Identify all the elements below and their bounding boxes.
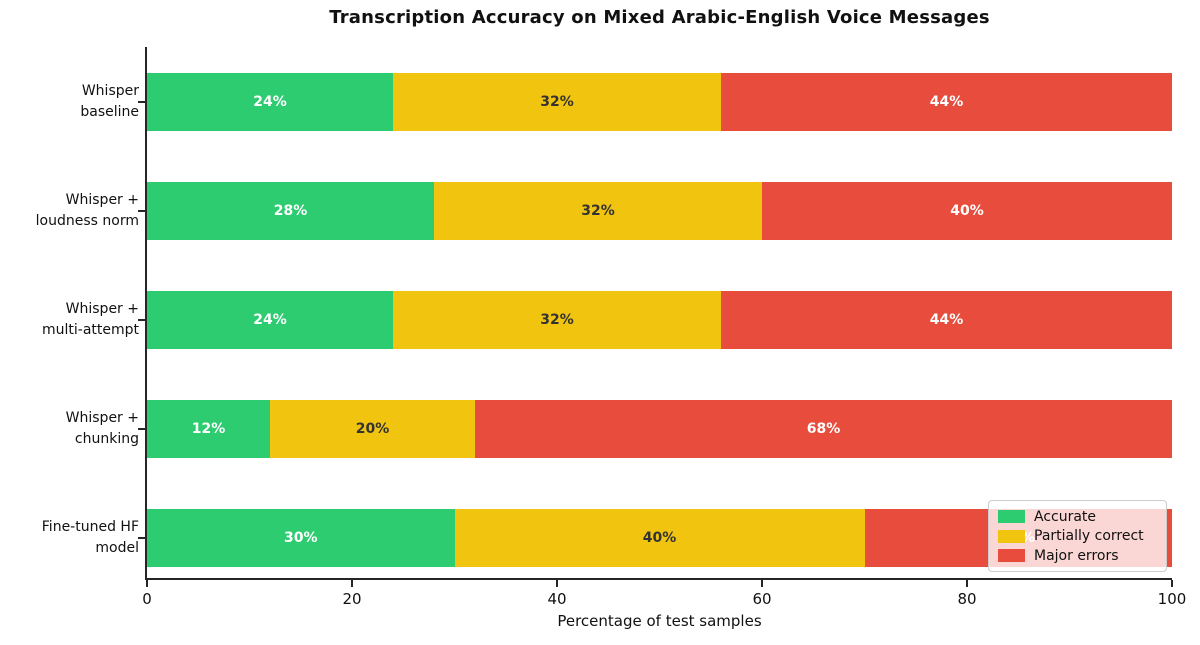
bar-row: 24% 32% 44%	[147, 73, 1172, 131]
plot-area: 24% 32% 44% 28% 32% 40% 24% 32% 44% 12% 20% 68% 30% 4…	[138, 47, 1186, 608]
bar-segment-partially-correct: 20%	[270, 400, 475, 458]
y-axis-category-label: Whisper + chunking	[65, 410, 139, 447]
x-tick-mark	[351, 580, 353, 587]
legend-label: Partially correct	[1034, 528, 1144, 544]
bar-row: 12% 20% 68%	[147, 400, 1172, 458]
x-axis-line	[145, 578, 1172, 580]
y-tick-mark	[138, 319, 145, 321]
x-tick-label: 40	[547, 590, 567, 608]
bar-segment-accurate: 24%	[147, 73, 393, 131]
legend: Accurate Partially correct Major errors	[988, 500, 1167, 572]
bar-value-label: 12%	[191, 421, 226, 437]
y-axis-line	[145, 47, 147, 580]
x-tick-mark	[761, 580, 763, 587]
bar-value-label: 30%	[283, 530, 318, 546]
bar-segment-major-errors: 68%	[475, 400, 1172, 458]
y-axis-category-label: Whisper baseline	[80, 83, 139, 120]
bar-value-label: 44%	[929, 312, 964, 328]
legend-swatch-partially-correct	[998, 529, 1025, 543]
y-tick-mark	[138, 428, 145, 430]
bar-value-label: 24%	[253, 94, 287, 110]
x-tick-label: 80	[957, 590, 977, 608]
bar-value-label: 68%	[806, 421, 841, 437]
bar-value-label: 28%	[273, 203, 308, 219]
bar-segment-partially-correct: 32%	[393, 73, 721, 131]
bar-segment-accurate: 28%	[147, 182, 434, 240]
y-axis-category-label: Whisper + multi-attempt	[41, 301, 139, 338]
legend-item: Partially correct	[998, 528, 1157, 544]
bar-segment-accurate: 12%	[147, 400, 270, 458]
x-tick-label: 100	[1157, 590, 1187, 608]
y-tick-mark	[138, 210, 145, 212]
x-tick-label: 60	[752, 590, 772, 608]
y-axis-category-label: Whisper + loudness norm	[35, 192, 139, 229]
bar-value-label: 32%	[581, 203, 615, 219]
bar-segment-major-errors: 44%	[721, 291, 1172, 349]
bar-value-label: 32%	[540, 312, 574, 328]
bar-segment-accurate: 30%	[147, 509, 455, 567]
legend-swatch-major-errors	[998, 549, 1025, 562]
bar-row: 24% 32% 44%	[147, 291, 1172, 349]
legend-swatch-accurate	[998, 510, 1025, 523]
bar-segment-major-errors: 44%	[721, 73, 1172, 131]
legend-item: Major errors	[998, 548, 1157, 564]
y-axis-category-label: Fine-tuned HF model	[41, 519, 139, 556]
legend-label: Accurate	[1034, 508, 1097, 525]
x-tick-label: 0	[142, 590, 152, 608]
chart-title: Transcription Accuracy on Mixed Arabic-E…	[329, 7, 990, 28]
bar-segment-partially-correct: 40%	[454, 509, 865, 567]
x-tick-mark	[966, 580, 968, 587]
x-tick-mark	[1171, 580, 1173, 587]
bar-value-label: 32%	[540, 94, 574, 110]
bar-value-label: 40%	[642, 530, 677, 546]
x-tick-mark	[556, 580, 558, 587]
x-axis-label: Percentage of test samples	[557, 612, 762, 630]
y-tick-mark	[138, 537, 145, 539]
bar-value-label: 40%	[950, 203, 984, 219]
bar-segment-partially-correct: 32%	[434, 182, 762, 240]
bar-value-label: 44%	[929, 94, 964, 110]
bar-segment-partially-correct: 32%	[393, 291, 721, 349]
bar-segment-major-errors: 40%	[762, 182, 1172, 240]
legend-item: Accurate	[998, 509, 1157, 525]
bar-segment-accurate: 24%	[147, 291, 393, 349]
y-tick-mark	[138, 101, 145, 103]
bar-value-label: 20%	[355, 421, 390, 437]
x-tick-mark	[146, 580, 148, 587]
x-tick-label: 20	[342, 590, 362, 608]
bar-row: 28% 32% 40%	[147, 182, 1172, 240]
bar-value-label: 24%	[253, 312, 287, 328]
legend-label: Major errors	[1034, 547, 1119, 564]
